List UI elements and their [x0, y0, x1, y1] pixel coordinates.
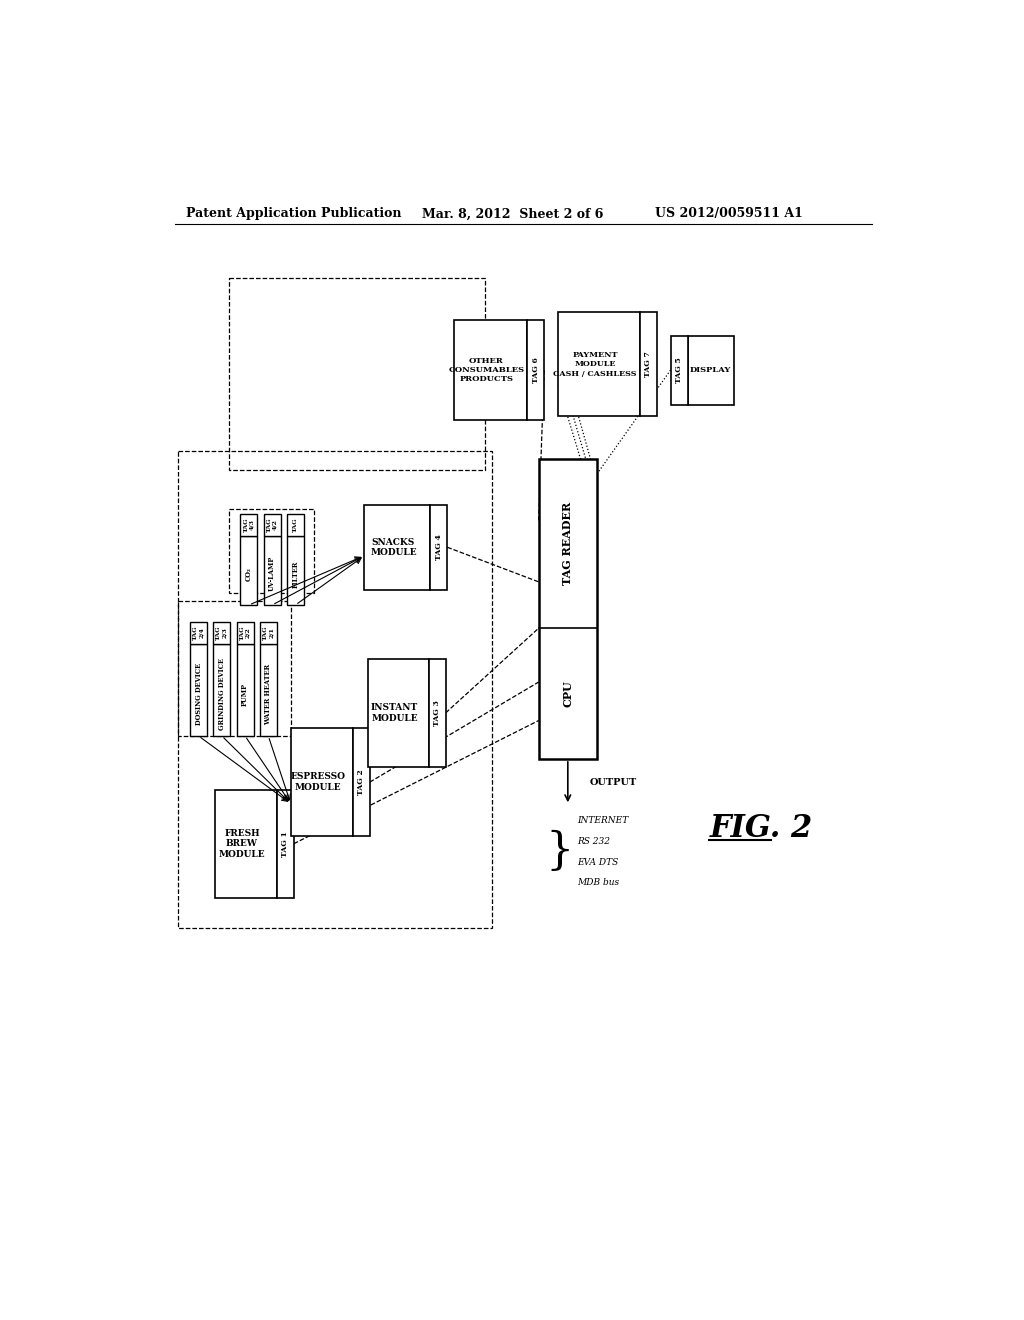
Text: US 2012/0059511 A1: US 2012/0059511 A1	[655, 207, 803, 220]
Text: TAG 3: TAG 3	[433, 700, 441, 726]
Bar	[276, 789, 294, 898]
Text: }: }	[546, 830, 574, 873]
Bar	[454, 321, 527, 420]
Bar	[527, 321, 544, 420]
Bar	[291, 729, 352, 836]
Bar	[228, 277, 484, 470]
Text: FRESH
BREW
MODULE: FRESH BREW MODULE	[218, 829, 265, 858]
Text: INTERNET: INTERNET	[578, 816, 629, 825]
Text: TAG
2/2: TAG 2/2	[240, 626, 251, 640]
Bar	[228, 508, 314, 594]
Bar	[213, 622, 230, 644]
Text: Mar. 8, 2012  Sheet 2 of 6: Mar. 8, 2012 Sheet 2 of 6	[423, 207, 604, 220]
Text: SNACKS
MODULE: SNACKS MODULE	[370, 537, 417, 557]
Bar	[287, 536, 304, 605]
Text: FIG. 2: FIG. 2	[710, 813, 812, 843]
Text: TAG
2/3: TAG 2/3	[216, 626, 227, 640]
Text: WATER HEATER: WATER HEATER	[264, 664, 272, 725]
Bar	[260, 622, 276, 644]
Bar	[190, 644, 207, 737]
Text: CO₂: CO₂	[245, 566, 253, 581]
Bar	[369, 659, 429, 767]
Text: INSTANT
MODULE: INSTANT MODULE	[371, 704, 418, 722]
Text: TAG
2/4: TAG 2/4	[194, 626, 204, 640]
Text: TAG READER: TAG READER	[562, 502, 573, 585]
Text: TAG 7: TAG 7	[644, 351, 652, 378]
Bar	[287, 515, 304, 536]
Text: PAYMENT
MODULE
CASH / CASHLESS: PAYMENT MODULE CASH / CASHLESS	[553, 351, 637, 378]
Text: GRINDING DEVICE: GRINDING DEVICE	[218, 659, 225, 730]
Bar	[237, 622, 254, 644]
Bar	[241, 536, 257, 605]
Text: UV-LAMP: UV-LAMP	[268, 556, 276, 591]
Text: RS 232: RS 232	[578, 837, 610, 846]
Text: DOSING DEVICE: DOSING DEVICE	[195, 663, 203, 726]
Bar	[352, 729, 370, 836]
Text: Patent Application Publication: Patent Application Publication	[186, 207, 401, 220]
Bar	[430, 506, 447, 590]
Text: TAG
4/3: TAG 4/3	[244, 517, 254, 532]
Text: TAG
2/1: TAG 2/1	[263, 626, 273, 640]
Text: PUMP: PUMP	[241, 682, 249, 706]
Bar	[429, 659, 445, 767]
Text: EVA DTS: EVA DTS	[578, 858, 618, 867]
Bar	[558, 313, 640, 416]
Text: DISPLAY: DISPLAY	[690, 366, 731, 374]
Text: OTHER
CONSUMABLES
PRODUCTS: OTHER CONSUMABLES PRODUCTS	[449, 356, 524, 383]
Text: ESPRESSO
MODULE: ESPRESSO MODULE	[291, 772, 345, 792]
Text: CPU: CPU	[562, 680, 573, 708]
Bar	[178, 451, 493, 928]
Text: TAG
4/2: TAG 4/2	[266, 517, 278, 532]
Text: TAG 1: TAG 1	[282, 830, 290, 857]
Bar	[365, 506, 430, 590]
Text: TAG 6: TAG 6	[531, 358, 540, 383]
Text: TAG 4: TAG 4	[435, 535, 442, 560]
Bar	[263, 515, 281, 536]
Text: FILTER: FILTER	[292, 560, 299, 587]
Text: TAG 5: TAG 5	[675, 358, 683, 383]
Text: TAG 2: TAG 2	[357, 770, 366, 795]
Bar	[260, 644, 276, 737]
Bar	[263, 536, 281, 605]
Bar	[237, 644, 254, 737]
Bar	[190, 622, 207, 644]
Bar	[215, 789, 276, 898]
Bar	[671, 335, 687, 405]
Text: TAG: TAG	[293, 517, 298, 532]
Bar	[640, 313, 656, 416]
Bar	[687, 335, 734, 405]
Text: OUTPUT: OUTPUT	[590, 777, 637, 787]
Text: MDB bus: MDB bus	[578, 879, 620, 887]
Bar	[178, 601, 291, 737]
Bar	[539, 459, 597, 759]
Bar	[241, 515, 257, 536]
Bar	[213, 644, 230, 737]
